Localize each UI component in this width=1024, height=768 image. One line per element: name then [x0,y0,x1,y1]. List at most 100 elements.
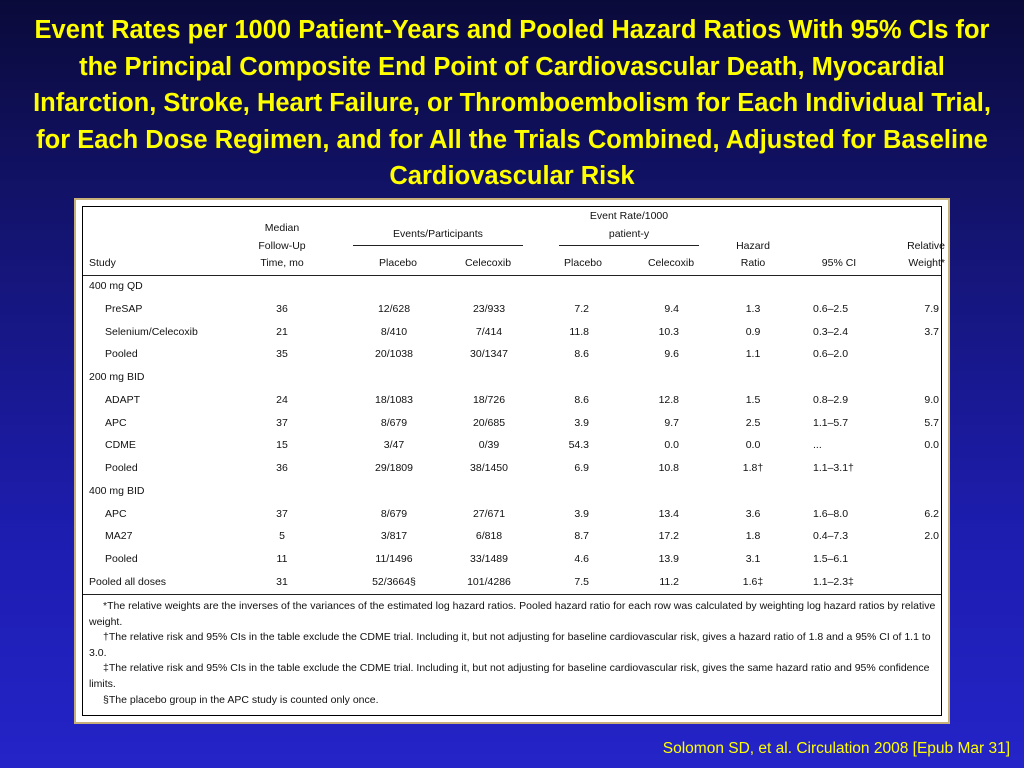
cell-median: 35 [276,348,288,361]
cell-ci: 1.5–6.1 [813,553,849,565]
cell-rate-placebo: 3.9 [574,507,589,520]
group-label: 200 mg BID [89,371,145,383]
cell-ci: 1.1–2.3‡ [813,575,854,588]
cell-hr: 1.8† [742,462,764,474]
cell-median: 31 [276,575,288,588]
cell-study: Pooled [105,553,138,565]
table-frame: Study Median Follow-Up Time, mo Events/P… [82,206,945,716]
cell-ci: 0.6–2.5 [813,302,849,315]
cell-ci: ... [813,439,822,452]
cell-ev-placebo: 3/817 [380,530,408,543]
cell-ci: 0.3–2.4 [813,325,849,338]
cell-study: MA27 [105,530,133,543]
cell-rate-celecoxib: 13.9 [658,553,679,565]
header-rate-rule [559,245,699,246]
header-rate-celecoxib: Celecoxib [647,257,695,269]
cell-rate-celecoxib: 10.3 [658,325,679,338]
cell-study: Pooled [105,348,138,361]
header-events-placebo: Placebo [379,257,417,269]
cell-rate-celecoxib: 11.2 [659,575,679,588]
group-label: 400 mg QD [89,280,143,292]
cell-study: Pooled [105,462,138,474]
cell-median: 36 [276,462,288,474]
cell-ci: 0.4–7.3 [813,530,849,543]
cell-ci: 1.6–8.0 [813,507,849,520]
cell-ci: 0.6–2.0 [813,348,849,361]
header-rate-placebo: Placebo [564,257,602,269]
cell-study: Selenium/Celecoxib [105,325,198,338]
footnote-section: §The placebo group in the APC study is c… [103,694,379,706]
cell-ci: 1.1–3.1† [813,462,854,474]
cell-ev-placebo: 20/1038 [375,348,413,361]
cell-median: 11 [276,553,288,565]
cell-rate-placebo: 8.7 [574,530,589,543]
cell-weight: 9.0 [924,393,939,406]
cell-ev-placebo: 3/47 [383,439,405,452]
slide-title: Event Rates per 1000 Patient-Years and P… [33,16,991,190]
cell-ev-celecoxib: 33/1489 [470,553,508,565]
cell-hr: 2.5 [745,416,761,429]
cell-ev-celecoxib: 101/4286 [467,575,511,588]
header-hr-line2: Ratio [740,257,766,269]
header-events-rule [353,245,523,246]
cell-median: 36 [276,302,288,315]
cell-study: ADAPT [105,393,141,406]
footnote-weights: *The relative weights are the inverses o… [89,600,936,628]
cell-rate-placebo: 6.9 [574,462,589,474]
cell-ev-celecoxib: 30/1347 [470,348,508,361]
cell-median: 37 [276,416,288,429]
cell-rate-placebo: 54.3 [568,439,589,452]
cell-weight: 0.0 [924,439,939,452]
cell-ev-placebo: 12/628 [377,302,411,315]
cell-ev-placebo: 8/679 [380,507,408,520]
cell-hr: 1.6‡ [742,575,764,588]
cell-rate-celecoxib: 13.4 [658,507,679,520]
header-weight-line1: Relative [907,240,945,252]
cell-ci: 1.1–5.7 [813,416,849,429]
header-median-line1: Median [264,222,300,234]
cell-weight: 5.7 [924,416,939,429]
cell-hr: 3.1 [745,553,761,565]
cell-ev-placebo: 52/3664§ [372,575,416,588]
cell-ev-celecoxib: 38/1450 [470,462,508,474]
header-study: Study [89,257,116,269]
cell-rate-celecoxib: 10.8 [658,462,679,474]
cell-rate-celecoxib: 9.6 [664,348,679,361]
citation: Solomon SD, et al. Circulation 2008 [Epu… [662,740,1010,757]
cell-hr: 1.1 [745,348,761,361]
cell-median: 5 [279,530,285,543]
cell-median: 24 [276,393,288,406]
cell-rate-placebo: 7.5 [574,575,589,588]
cell-hr: 1.8 [745,530,761,543]
header-median-line2: Follow-Up [258,240,306,252]
header-rate-line1: Event Rate/1000 [589,210,669,222]
cell-ev-celecoxib: 6/818 [475,530,503,543]
cell-hr: 0.9 [745,325,761,338]
footnote-dagger: †The relative risk and 95% CIs in the ta… [89,631,931,659]
cell-study: CDME [105,439,136,452]
cell-rate-placebo: 8.6 [574,348,589,361]
cell-ev-placebo: 8/410 [380,325,408,338]
cell-median: 21 [276,325,288,338]
header-events-group: Events/Participants [393,228,483,240]
header-median-line3: Time, mo [260,257,304,269]
cell-rate-celecoxib: 9.4 [664,302,679,315]
cell-ev-placebo: 29/1809 [375,462,413,474]
header-weight-line2: Weight* [908,257,945,269]
cell-rate-celecoxib: 17.2 [658,530,679,543]
table-card: Study Median Follow-Up Time, mo Events/P… [74,198,950,724]
header-ci: 95% CI [821,257,857,269]
cell-ev-celecoxib: 18/726 [472,393,506,406]
cell-ev-celecoxib: 23/933 [472,302,506,315]
cell-weight: 7.9 [924,302,939,315]
cell-weight: 6.2 [924,507,939,520]
cell-rate-celecoxib: 12.8 [658,393,679,406]
cell-ev-celecoxib: 7/414 [475,325,503,338]
cell-study: APC [105,507,127,520]
cell-hr: 1.3 [745,302,761,315]
cell-rate-placebo: 8.6 [574,393,589,406]
cell-rate-placebo: 3.9 [574,416,589,429]
header-bottom-rule [83,275,941,276]
cell-rate-placebo: 4.6 [574,553,589,565]
header-events-celecoxib: Celecoxib [464,257,512,269]
